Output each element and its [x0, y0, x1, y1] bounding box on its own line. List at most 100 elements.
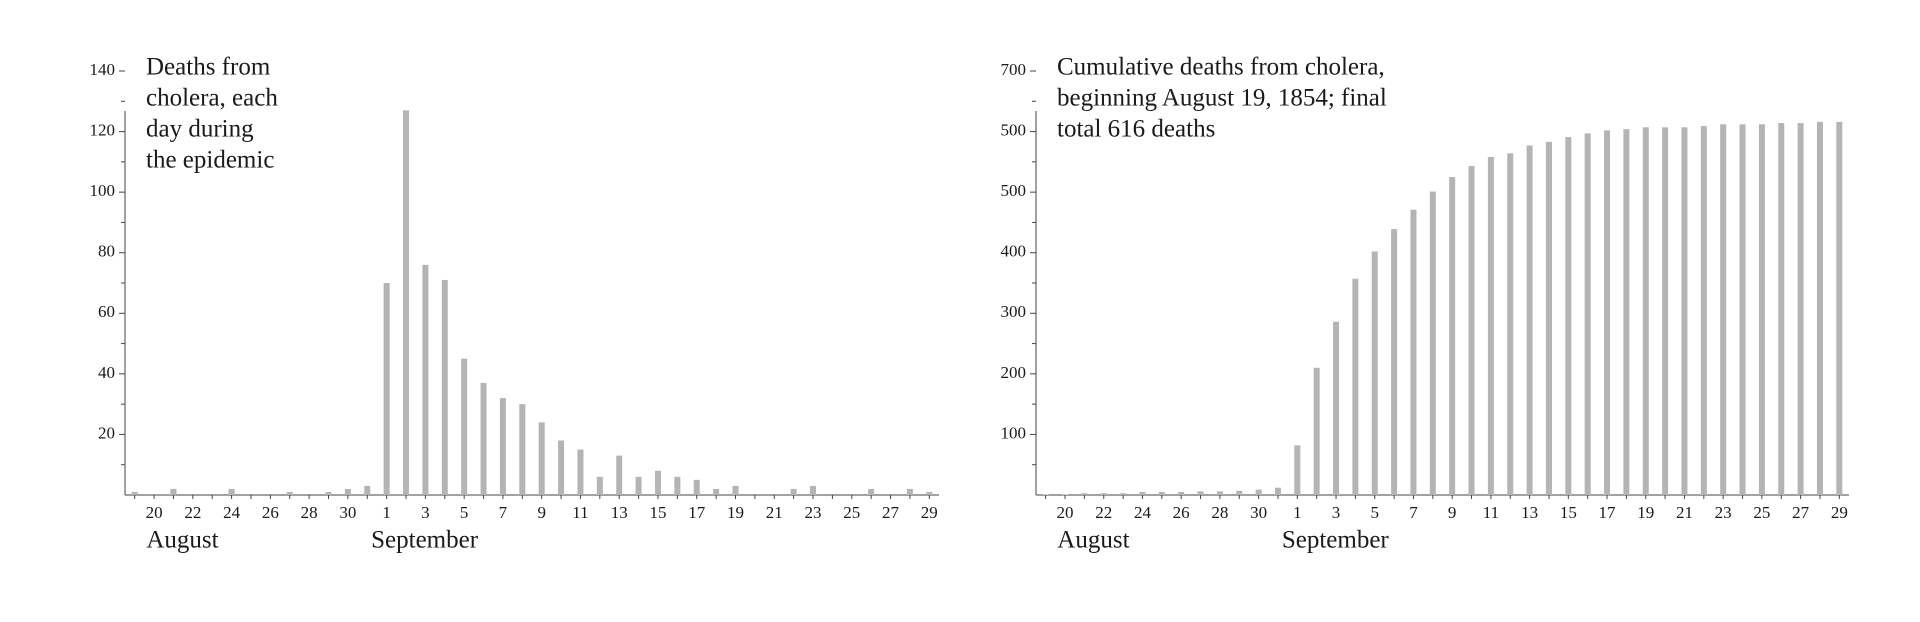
- bar: [693, 479, 700, 495]
- bar: [480, 382, 487, 495]
- bar: [519, 404, 526, 495]
- bar: [422, 264, 429, 495]
- bar: [1178, 491, 1185, 495]
- bar: [131, 491, 138, 495]
- x-tick-label: 19: [727, 503, 744, 522]
- x-tick-label: 24: [223, 503, 241, 522]
- x-tick-label: 21: [766, 503, 783, 522]
- month-label: September: [371, 527, 479, 554]
- x-tick-label: 5: [1371, 503, 1380, 522]
- bar: [383, 283, 390, 495]
- x-tick-label: 17: [1599, 503, 1617, 522]
- bar: [616, 455, 623, 495]
- bar: [1062, 494, 1069, 495]
- bar: [1700, 126, 1707, 496]
- x-tick-label: 28: [301, 503, 318, 522]
- bar: [596, 476, 603, 495]
- bar: [461, 358, 468, 495]
- bar: [1836, 121, 1843, 495]
- bar: [558, 440, 565, 495]
- bar: [1274, 487, 1281, 495]
- x-tick-label: 25: [1753, 503, 1770, 522]
- bar: [364, 485, 371, 495]
- x-tick-label: 23: [805, 503, 822, 522]
- bar: [1294, 445, 1301, 495]
- y-tick-label: 80: [98, 242, 115, 261]
- y-tick-label: 400: [1001, 242, 1027, 261]
- bar: [170, 488, 177, 495]
- bar: [1313, 367, 1320, 495]
- x-tick-label: 23: [1715, 503, 1732, 522]
- bar: [1816, 121, 1823, 495]
- x-tick-label: 13: [1521, 503, 1538, 522]
- y-tick-label: 500: [1001, 120, 1027, 139]
- bar: [926, 491, 933, 495]
- bar: [1545, 141, 1552, 495]
- bar: [1100, 493, 1107, 495]
- bar: [1236, 490, 1243, 495]
- bar: [906, 488, 913, 495]
- x-tick-label: 19: [1637, 503, 1654, 522]
- x-tick-label: 26: [262, 503, 279, 522]
- x-tick-label: 20: [146, 503, 163, 522]
- bar: [1720, 124, 1727, 495]
- bar: [1797, 123, 1804, 495]
- x-tick-label: 5: [460, 503, 469, 522]
- bar: [868, 488, 875, 495]
- bar: [1197, 491, 1204, 495]
- chart-title: beginning August 19, 1854; final: [1057, 85, 1387, 112]
- bar: [286, 491, 293, 495]
- bar: [1565, 137, 1572, 495]
- x-tick-label: 3: [1332, 503, 1341, 522]
- bar: [325, 491, 332, 495]
- x-tick-label: 22: [184, 503, 201, 522]
- bar: [1662, 127, 1669, 496]
- y-tick-label: 300: [1001, 302, 1027, 321]
- x-tick-label: 27: [1792, 503, 1810, 522]
- month-label: August: [146, 527, 218, 554]
- bar: [1352, 278, 1359, 495]
- bar: [1081, 493, 1088, 495]
- x-tick-label: 11: [1483, 503, 1499, 522]
- y-tick-label: 20: [98, 423, 115, 442]
- bar: [1739, 124, 1746, 495]
- x-tick-label: 30: [1250, 503, 1267, 522]
- x-tick-label: 28: [1211, 503, 1228, 522]
- y-tick-label: 40: [98, 363, 115, 382]
- bar: [1468, 166, 1475, 495]
- bar: [1642, 127, 1649, 496]
- bar: [1487, 157, 1494, 496]
- x-tick-label: 24: [1134, 503, 1152, 522]
- bar: [441, 279, 448, 495]
- bar: [732, 485, 739, 495]
- bar: [499, 398, 506, 495]
- bar: [1120, 493, 1127, 495]
- month-label: August: [1057, 527, 1129, 554]
- x-tick-label: 3: [421, 503, 430, 522]
- x-tick-label: 26: [1173, 503, 1190, 522]
- bar: [810, 485, 817, 495]
- bar: [1042, 494, 1049, 495]
- x-tick-label: 1: [382, 503, 391, 522]
- y-tick-label: 700: [1001, 60, 1027, 79]
- y-tick-label: 100: [1001, 423, 1027, 442]
- y-tick-label: 200: [1001, 363, 1027, 382]
- chart-title: day during: [146, 116, 254, 143]
- bar: [1139, 491, 1146, 495]
- x-tick-label: 11: [572, 503, 588, 522]
- bar: [1333, 321, 1340, 495]
- bar: [1681, 127, 1688, 496]
- chart-title: the epidemic: [146, 147, 274, 174]
- bar: [1758, 124, 1765, 495]
- bar: [1604, 130, 1611, 496]
- chart-title: total 616 deaths: [1057, 116, 1215, 143]
- month-label: September: [1282, 527, 1390, 554]
- bar: [1449, 177, 1456, 495]
- bar: [1623, 129, 1630, 496]
- bar: [1584, 133, 1591, 496]
- y-tick-label: 60: [98, 302, 115, 321]
- x-tick-label: 7: [499, 503, 508, 522]
- bar: [228, 488, 235, 495]
- bar: [1216, 491, 1223, 495]
- bar: [403, 110, 410, 495]
